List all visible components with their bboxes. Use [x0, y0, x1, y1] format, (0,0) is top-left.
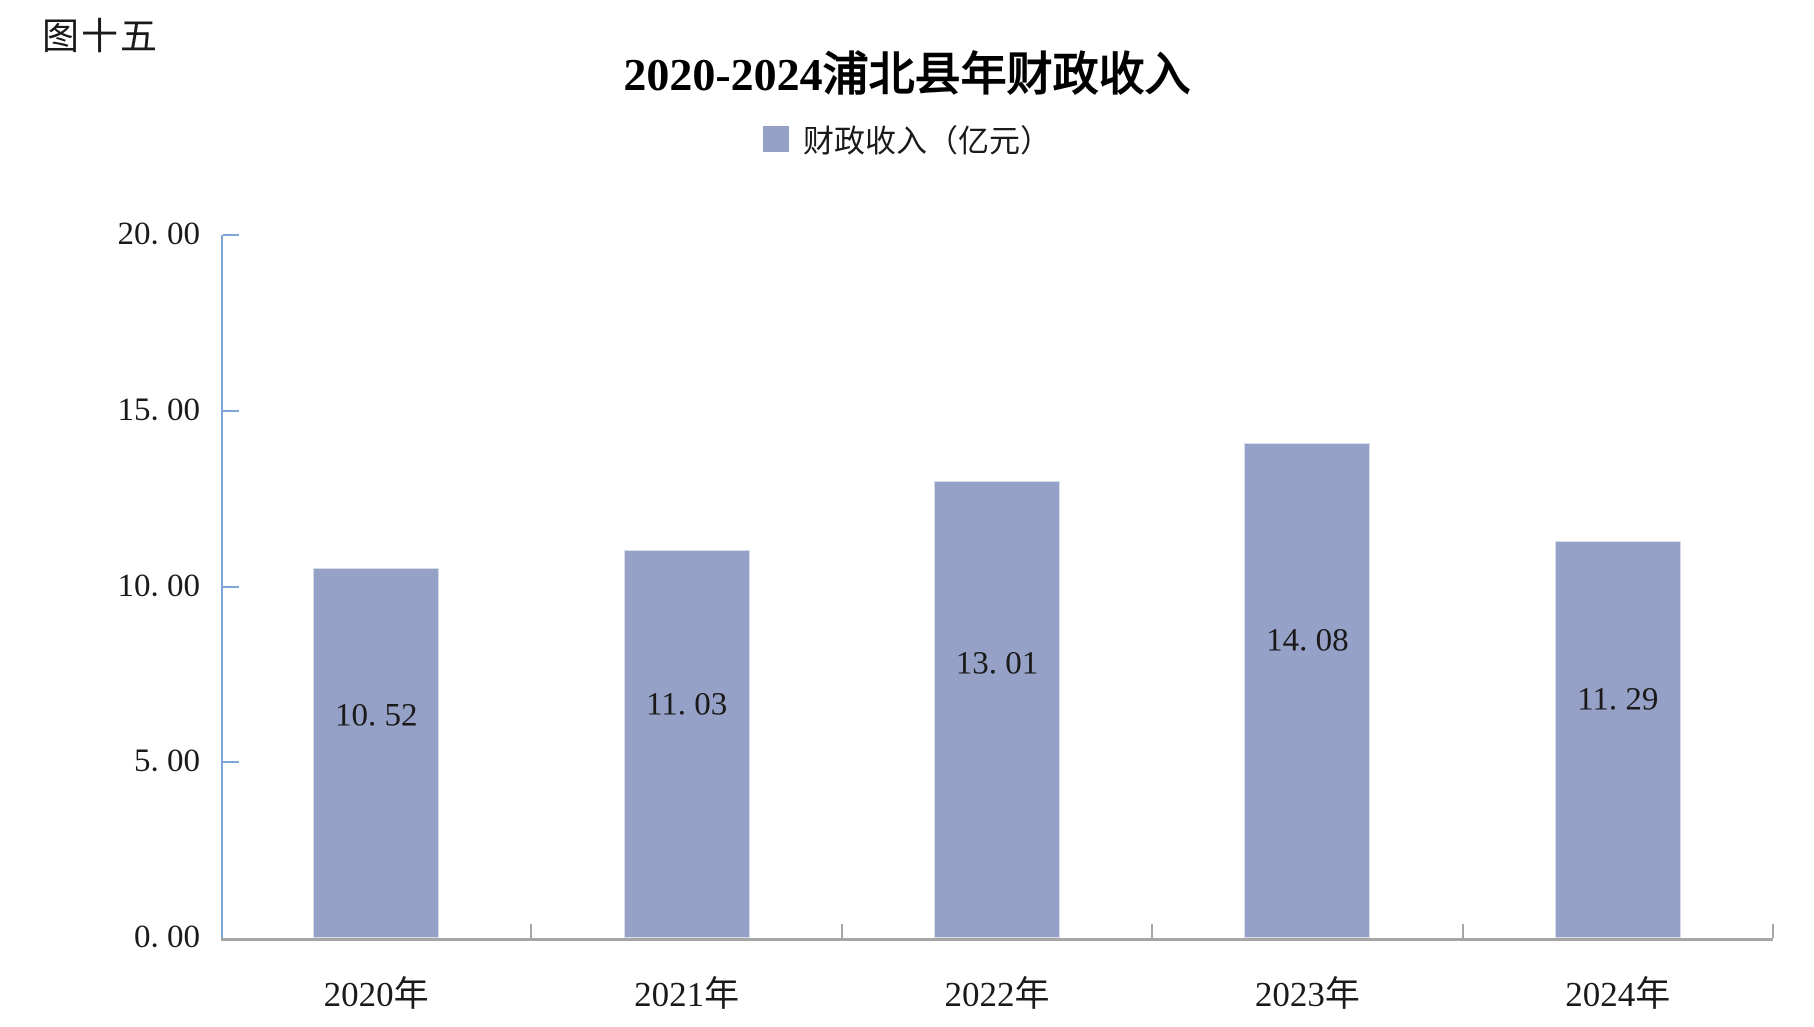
- bar-value-label: 11. 03: [645, 686, 728, 723]
- y-axis-tick-label: 20. 00: [117, 216, 201, 252]
- x-axis-category-label: 2022年: [944, 975, 1050, 1014]
- y-axis-tick: [223, 761, 239, 764]
- legend: 财政收入（亿元）: [0, 116, 1814, 161]
- x-axis-tick: [1772, 924, 1774, 938]
- bar-value-label: 11. 29: [1577, 681, 1659, 718]
- bar-2021年[interactable]: [623, 550, 750, 938]
- x-axis-tick: [1151, 924, 1154, 938]
- x-axis-category-label: 2024年: [1565, 975, 1671, 1014]
- bar-value-label: 13. 01: [955, 645, 1039, 682]
- y-axis-tick: [223, 585, 239, 588]
- figure-number-label: 图十五: [42, 17, 159, 58]
- y-axis-tick: [223, 234, 239, 236]
- bar-value-label: 14. 08: [1266, 622, 1349, 659]
- y-axis-tick-label: 15. 00: [117, 391, 201, 428]
- x-axis-line: [221, 938, 1773, 941]
- bar-2020年[interactable]: [313, 568, 440, 938]
- y-axis-line: [221, 235, 223, 941]
- x-axis-category-label: 2021年: [634, 975, 740, 1014]
- bar-2022年[interactable]: [934, 480, 1060, 938]
- x-axis-category-label: 2023年: [1254, 975, 1360, 1014]
- y-axis-tick-label: 0. 00: [134, 919, 200, 955]
- x-axis-tick: [840, 924, 843, 938]
- bar-value-label: 10. 52: [334, 697, 418, 734]
- x-axis-tick: [530, 924, 533, 938]
- x-axis-tick: [1461, 924, 1464, 938]
- y-axis-tick-label: 5. 00: [134, 743, 200, 780]
- bar-2023年[interactable]: [1244, 443, 1371, 938]
- y-axis-tick: [223, 409, 239, 412]
- bar-2024年[interactable]: [1554, 541, 1681, 938]
- legend-swatch-icon: [763, 125, 789, 152]
- legend-label: 财政收入（亿元）: [803, 124, 1051, 159]
- chart-title: 2020-2024浦北县年财政收入: [623, 49, 1191, 100]
- x-axis-category-label: 2020年: [323, 975, 429, 1014]
- y-axis-tick-label: 10. 00: [117, 567, 201, 604]
